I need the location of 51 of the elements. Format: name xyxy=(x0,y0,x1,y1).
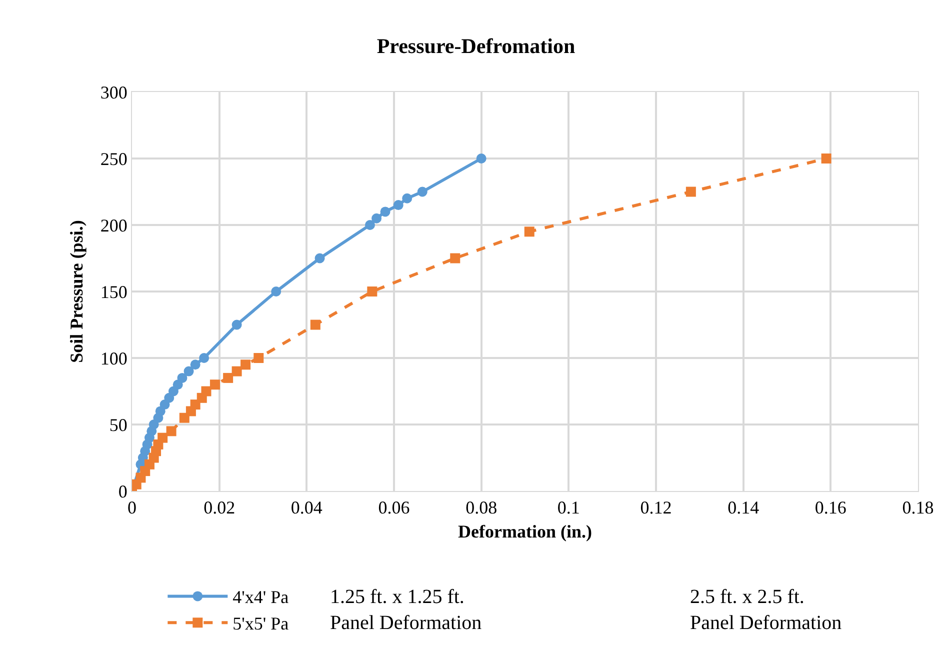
point xyxy=(314,253,325,264)
point xyxy=(372,213,382,224)
point xyxy=(364,220,375,230)
point xyxy=(232,320,242,330)
y-axis-title: Soil Pressure (psi.) xyxy=(66,220,87,363)
point xyxy=(240,360,251,370)
text: 1.25 ft. x 1.25 ft. Panel Deformation xyxy=(330,586,482,634)
x-tick-label: 0.06 xyxy=(378,498,410,518)
y-tick-label: 100 xyxy=(100,348,128,368)
x-tick-label: 0.08 xyxy=(466,498,498,518)
x-tick-label: 0.14 xyxy=(728,498,760,518)
point xyxy=(210,380,220,390)
x-tick-label: 0.12 xyxy=(640,498,672,518)
x-tick-label: 0.04 xyxy=(290,498,322,518)
x-tick-label: 0.18 xyxy=(902,498,934,518)
y-tick-label: 300 xyxy=(100,82,128,102)
y-tick-label: 250 xyxy=(100,148,128,169)
point xyxy=(380,206,390,217)
point xyxy=(271,286,282,296)
point xyxy=(232,366,242,376)
point xyxy=(158,432,168,443)
x-tick-label: 0.16 xyxy=(814,498,846,518)
point xyxy=(177,372,188,383)
x-tick-label: 0.02 xyxy=(204,498,236,518)
point xyxy=(184,366,194,376)
legend-label: 4'x4' Pa xyxy=(232,587,289,608)
point xyxy=(254,353,264,363)
x-tick-label: 0.1 xyxy=(557,498,580,518)
point xyxy=(821,154,832,164)
point xyxy=(402,193,412,204)
text: 2.5 ft. x 2.5 ft. Panel Deformation xyxy=(690,586,842,634)
legend-label: 5'x5' Pa xyxy=(232,614,289,634)
y-tick-label: 0 xyxy=(118,481,128,502)
point xyxy=(199,353,210,363)
point xyxy=(166,426,176,436)
point xyxy=(367,286,378,296)
point xyxy=(223,372,234,383)
point xyxy=(524,226,534,237)
chart-title: Pressure-Defromation xyxy=(376,34,576,58)
y-tick-label: 150 xyxy=(100,282,128,302)
y-tick-label: 200 xyxy=(100,215,128,236)
y-tick-label: 50 xyxy=(109,414,128,435)
point xyxy=(686,186,696,197)
x-axis-title: Deformation (in.) xyxy=(458,522,592,542)
point xyxy=(393,200,404,210)
point xyxy=(201,386,212,396)
point xyxy=(190,360,200,370)
point xyxy=(450,253,460,264)
point xyxy=(417,186,428,197)
point xyxy=(310,320,320,330)
point xyxy=(476,154,486,164)
